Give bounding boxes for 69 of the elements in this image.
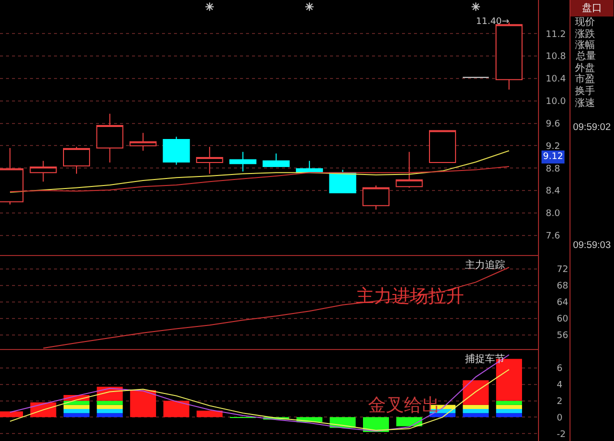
y-tick-label: 72 bbox=[556, 265, 568, 276]
y-tick-label: 68 bbox=[556, 282, 569, 292]
bar bbox=[462, 380, 489, 405]
bar bbox=[163, 400, 190, 418]
y-tick-label: -2 bbox=[556, 430, 566, 440]
category-label: 总量 bbox=[575, 50, 596, 62]
bar bbox=[462, 408, 489, 414]
candlestick bbox=[262, 153, 290, 167]
bar bbox=[64, 404, 90, 409]
y-tick-label: 9.6 bbox=[546, 119, 560, 130]
bar bbox=[196, 410, 223, 418]
category-label: 换手 bbox=[575, 85, 595, 97]
category-label: 涨跌 bbox=[575, 28, 595, 40]
text: 主力追踪 bbox=[465, 259, 505, 271]
text: 09:59:03 bbox=[573, 240, 611, 251]
bar bbox=[130, 390, 156, 418]
y-tick-label: 6 bbox=[556, 364, 563, 374]
candlestick bbox=[96, 113, 124, 164]
y-tick-label: 8.4 bbox=[546, 186, 560, 197]
y-tick-label: 56 bbox=[556, 331, 569, 342]
candlestick bbox=[229, 151, 256, 172]
bar bbox=[396, 417, 422, 426]
candlestick bbox=[30, 160, 57, 182]
category-label: 现价 bbox=[575, 16, 595, 28]
bar bbox=[64, 408, 90, 414]
y-tick-label: 10.4 bbox=[546, 74, 566, 85]
y-tick-label: 60 bbox=[556, 314, 569, 325]
y-tick-label: 2 bbox=[556, 396, 563, 407]
line-series bbox=[9, 150, 510, 193]
y-tick-label: 10.0 bbox=[546, 97, 566, 108]
y-tick-label: 7.6 bbox=[546, 232, 560, 242]
y-tick-label: 11.2 bbox=[546, 30, 566, 40]
candlestick bbox=[362, 185, 390, 210]
y-tick-label: 64 bbox=[556, 298, 569, 308]
y-tick-label: 0 bbox=[556, 413, 563, 424]
bar bbox=[96, 404, 123, 409]
bar bbox=[96, 400, 123, 405]
bar bbox=[462, 413, 489, 418]
line-series bbox=[9, 354, 510, 432]
category-label: 涨幅 bbox=[575, 39, 595, 51]
candlestick bbox=[396, 151, 423, 188]
text: 盘口 bbox=[582, 2, 602, 14]
y-tick-label: 10.8 bbox=[546, 52, 566, 62]
bar bbox=[64, 413, 90, 418]
category-label: 市盈 bbox=[575, 73, 595, 85]
y-tick-label: 9.2 bbox=[546, 142, 560, 152]
category-label: 涨速 bbox=[575, 97, 595, 109]
candlestick bbox=[162, 136, 190, 166]
y-tick-label: 4 bbox=[556, 380, 563, 390]
bar bbox=[496, 404, 522, 409]
candlestick bbox=[428, 130, 456, 164]
candlestick bbox=[196, 146, 224, 174]
bar bbox=[96, 413, 123, 418]
text: 9.12 bbox=[543, 152, 564, 162]
candlestick bbox=[63, 146, 90, 174]
y-tick-label: 8.0 bbox=[546, 209, 560, 220]
annotation: 11.40→ bbox=[476, 17, 510, 27]
y-tick-label: 8.8 bbox=[546, 164, 560, 174]
candlestick bbox=[329, 169, 356, 194]
bar bbox=[96, 408, 123, 414]
bar bbox=[462, 404, 489, 409]
text: 09:59:02 bbox=[573, 122, 611, 133]
bar bbox=[496, 413, 522, 418]
bar bbox=[496, 400, 522, 405]
line-series bbox=[9, 166, 510, 192]
category-label: 外盘 bbox=[575, 62, 595, 74]
bar bbox=[496, 408, 522, 414]
annotation: 金叉给出 bbox=[368, 395, 440, 416]
line-series bbox=[9, 369, 510, 431]
